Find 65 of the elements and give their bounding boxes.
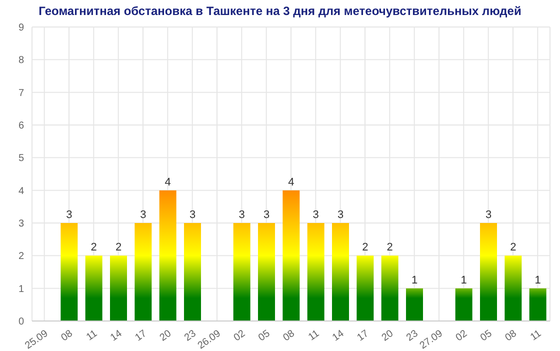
- y-tick-label: 0: [18, 316, 24, 328]
- bar: [233, 223, 250, 321]
- data-label: 4: [288, 176, 294, 188]
- data-label: 1: [460, 274, 467, 286]
- bar: [184, 223, 201, 321]
- x-tick-label: 17: [355, 328, 372, 344]
- bar: [307, 223, 324, 321]
- x-tick-label: 20: [380, 328, 396, 344]
- y-tick-label: 8: [18, 55, 24, 66]
- y-tick-label: 9: [18, 22, 24, 34]
- x-tick-label: 17: [133, 328, 150, 344]
- x-tick-label: 08: [503, 328, 520, 344]
- bar: [134, 223, 152, 321]
- x-tick-label: 05: [478, 328, 494, 344]
- data-label: 3: [337, 209, 344, 221]
- data-label: 3: [263, 209, 270, 221]
- x-tick-label: 20: [158, 328, 174, 344]
- x-tick-label: 08: [281, 328, 298, 344]
- x-tick-label: 14: [330, 328, 346, 344]
- bar: [110, 256, 127, 321]
- data-label: 3: [140, 209, 146, 221]
- data-label: 2: [362, 242, 368, 254]
- bar: [60, 223, 78, 321]
- data-label: 3: [485, 209, 492, 221]
- bar: [332, 223, 349, 321]
- data-label: 3: [238, 209, 245, 221]
- data-label: 2: [510, 242, 516, 254]
- data-label: 2: [386, 242, 393, 254]
- y-tick-label: 4: [18, 186, 24, 197]
- chart-title: Геомагнитная обстановка в Ташкенте на 3 дня для метеочувствительных людей: [38, 4, 522, 18]
- x-tick-label: 23: [182, 328, 198, 344]
- bar: [455, 288, 472, 321]
- data-label: 3: [66, 209, 72, 221]
- y-tick-label: 6: [18, 120, 24, 132]
- data-label: 3: [312, 209, 319, 221]
- data-label: 1: [534, 274, 541, 286]
- x-tick-label: 05: [256, 328, 272, 344]
- y-tick-label: 3: [18, 218, 24, 230]
- bar: [258, 223, 275, 321]
- x-tick-label: 08: [59, 328, 76, 344]
- y-tick-label: 1: [18, 284, 24, 295]
- data-label: 4: [164, 176, 171, 188]
- x-tick-label: 02: [232, 328, 248, 344]
- data-label: 2: [115, 242, 122, 254]
- bar: [356, 256, 374, 321]
- y-tick-label: 2: [18, 251, 24, 262]
- x-tick-label: 11: [306, 328, 322, 344]
- bar: [282, 190, 300, 321]
- bar: [381, 256, 398, 321]
- data-label: 3: [189, 209, 196, 221]
- y-tick-label: 7: [18, 88, 24, 99]
- data-label: 1: [411, 274, 418, 286]
- bar: [504, 256, 522, 321]
- y-tick-label: 5: [18, 153, 24, 164]
- x-tick-label: 11: [84, 328, 100, 344]
- data-label: 2: [90, 242, 97, 254]
- x-tick-label: 11: [528, 328, 544, 344]
- x-tick-label: 23: [404, 328, 420, 344]
- bar: [406, 288, 423, 321]
- x-tick-label: 14: [108, 328, 124, 344]
- bar: [85, 256, 102, 321]
- bar: [480, 223, 497, 321]
- bar: [529, 288, 546, 321]
- bar: [159, 190, 176, 321]
- x-tick-label: 02: [454, 328, 470, 344]
